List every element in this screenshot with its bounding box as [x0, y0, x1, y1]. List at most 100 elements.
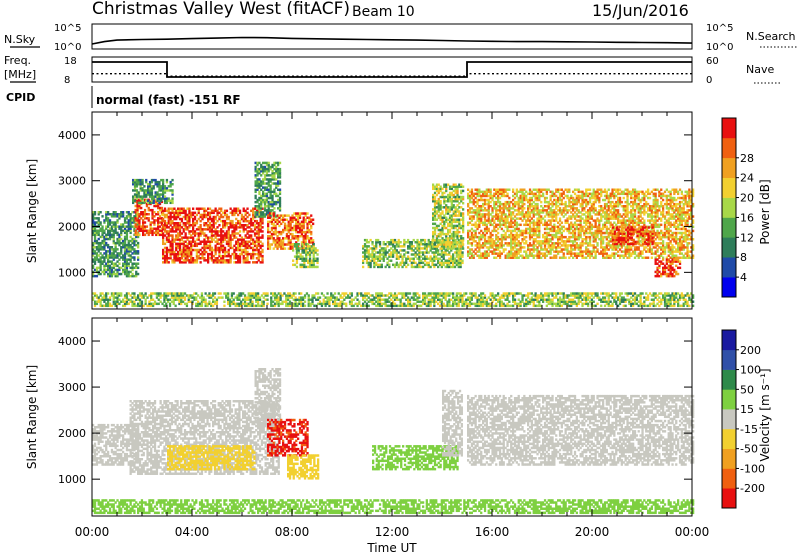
heat-cell — [280, 245, 283, 248]
heat-cell — [263, 182, 267, 185]
heat-cell — [134, 217, 137, 220]
heat-cell — [287, 224, 290, 228]
heat-cell — [125, 217, 129, 220]
heat-cell — [151, 229, 154, 232]
heat-cell — [135, 266, 138, 270]
heat-cell — [255, 261, 259, 264]
heat-cell — [269, 184, 272, 187]
heat-cell — [229, 226, 232, 229]
heat-cell — [103, 237, 106, 241]
heat-cell — [180, 242, 184, 246]
heat-cell — [133, 274, 136, 278]
heat-cell — [140, 206, 143, 210]
heat-cell — [418, 245, 421, 248]
heat-cell — [95, 256, 99, 259]
heat-cell — [137, 195, 140, 198]
heat-cell — [167, 217, 170, 221]
heat-cell — [555, 217, 558, 220]
heat-cell — [242, 248, 245, 252]
heat-cell — [210, 259, 214, 262]
heat-cell — [131, 221, 134, 224]
heat-cell — [362, 261, 365, 265]
heat-cell — [108, 229, 112, 232]
heat-cell — [297, 239, 300, 242]
heat-cell — [278, 196, 282, 200]
heat-cell — [139, 185, 142, 188]
heat-cell — [193, 261, 197, 264]
heat-cell — [304, 237, 307, 240]
heat-cell — [155, 202, 158, 206]
heat-cell — [120, 233, 123, 237]
heat-cell — [297, 212, 300, 215]
heat-cell — [255, 257, 259, 260]
heat-cell — [208, 211, 212, 215]
heat-cell — [195, 248, 199, 252]
heat-cell — [491, 196, 494, 200]
heat-cell — [250, 236, 253, 239]
heat-cell — [167, 250, 170, 254]
heat-cell — [233, 248, 236, 252]
heat-cell — [133, 250, 136, 253]
heat-cell — [95, 248, 99, 251]
heat-cell — [268, 220, 272, 224]
heat-cell — [163, 224, 167, 227]
heat-cell — [250, 230, 253, 233]
heat-cell — [229, 238, 232, 241]
heat-cell — [272, 224, 275, 228]
heat-cell — [152, 178, 155, 182]
heat-cell — [276, 239, 279, 242]
heat-cell — [138, 229, 141, 232]
heat-cell — [129, 229, 132, 232]
heat-cell — [112, 239, 115, 243]
heat-cell — [190, 211, 193, 215]
heat-cell — [470, 244, 474, 247]
heat-cell — [186, 242, 189, 246]
heat-cell — [138, 233, 141, 237]
heat-cell — [395, 249, 398, 252]
heat-cell — [160, 221, 164, 224]
heat-cell — [237, 238, 240, 241]
heat-cell — [227, 222, 230, 225]
heat-cell — [120, 272, 123, 276]
heat-cell — [244, 213, 247, 217]
heat-cell — [282, 220, 285, 224]
heat-cell — [270, 232, 274, 236]
heat-cell — [157, 229, 160, 232]
heat-cell — [131, 241, 134, 245]
heat-cell — [167, 234, 170, 237]
heat-cell — [193, 211, 197, 215]
heat-cell — [169, 185, 172, 188]
heat-cell — [297, 218, 300, 221]
heat-cell — [229, 261, 232, 264]
heat-cell — [267, 161, 270, 165]
heat-cell — [235, 222, 238, 225]
heat-cell — [116, 256, 119, 259]
heat-cell — [270, 222, 274, 226]
heat-cell — [220, 257, 223, 260]
heat-cell — [107, 268, 110, 272]
heat-cell — [125, 211, 129, 214]
heat-cell — [163, 215, 167, 219]
heat-cell — [432, 235, 435, 238]
heat-cell — [150, 193, 154, 196]
heat-cell — [275, 202, 278, 206]
heat-cell — [218, 250, 221, 254]
heat-cell — [167, 222, 170, 225]
heat-cell — [242, 207, 245, 210]
heat-cell — [101, 227, 104, 230]
heat-cell — [158, 197, 161, 200]
heat-cell — [508, 188, 511, 191]
heat-cell — [405, 265, 408, 269]
heat-cell — [265, 198, 269, 202]
heat-cell — [149, 227, 152, 230]
heat-cell — [538, 196, 541, 200]
heat-cell — [478, 231, 481, 235]
heat-cell — [138, 198, 141, 202]
heat-cell — [210, 236, 214, 239]
heat-cell — [182, 254, 185, 258]
heat-cell — [147, 183, 150, 186]
heat-cell — [306, 237, 309, 240]
heat-cell — [229, 211, 232, 215]
heat-cell — [125, 246, 129, 249]
heat-cell — [140, 227, 143, 230]
